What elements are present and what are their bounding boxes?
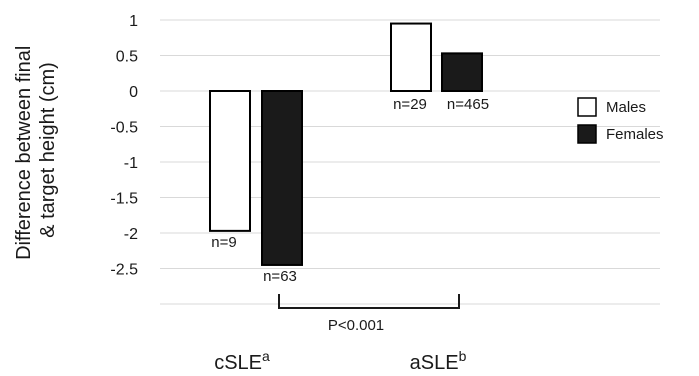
legend-label-males: Males: [606, 99, 646, 116]
y-tick-label: -1: [124, 155, 138, 172]
bracket-line: [278, 294, 460, 309]
bar-females-asle: [441, 52, 483, 92]
n-label: n=9: [211, 234, 236, 251]
legend-label-females: Females: [606, 126, 664, 143]
category-label-csle: cSLEa: [214, 348, 270, 374]
legend-swatch-females: [577, 124, 597, 144]
bar-males-asle: [390, 22, 432, 92]
n-label: n=465: [447, 96, 489, 113]
sample-size-labels: n=9 n=29 n=63 n=465: [211, 96, 489, 285]
y-axis-label-line-1: Difference between final: [13, 46, 35, 260]
category-labels: cSLEa aSLEb: [214, 348, 466, 374]
y-axis-label-line-2: & target height (cm): [37, 62, 59, 238]
y-axis-ticks: 1 0.5 0 -0.5 -1 -1.5 -2 -2.5: [110, 13, 138, 279]
y-axis-label: Difference between final & target height…: [13, 40, 59, 260]
legend: Males Females: [577, 97, 664, 144]
bars: [209, 22, 483, 266]
legend-swatch-males: [577, 97, 597, 117]
significance-bracket: P<0.001: [278, 294, 460, 334]
y-tick-label: 1: [129, 13, 138, 30]
p-value-label: P<0.001: [328, 317, 384, 334]
bar-females-csle: [261, 90, 303, 266]
n-label: n=29: [393, 96, 427, 113]
category-label-asle: aSLEb: [410, 348, 467, 374]
y-tick-label: -2.5: [110, 262, 138, 279]
n-label: n=63: [263, 268, 297, 285]
y-tick-label: -0.5: [110, 120, 138, 137]
y-tick-label: 0.5: [116, 49, 138, 66]
bar-males-csle: [209, 90, 251, 232]
y-tick-label: 0: [129, 84, 138, 101]
y-tick-label: -1.5: [110, 191, 138, 208]
y-tick-label: -2: [124, 226, 138, 243]
